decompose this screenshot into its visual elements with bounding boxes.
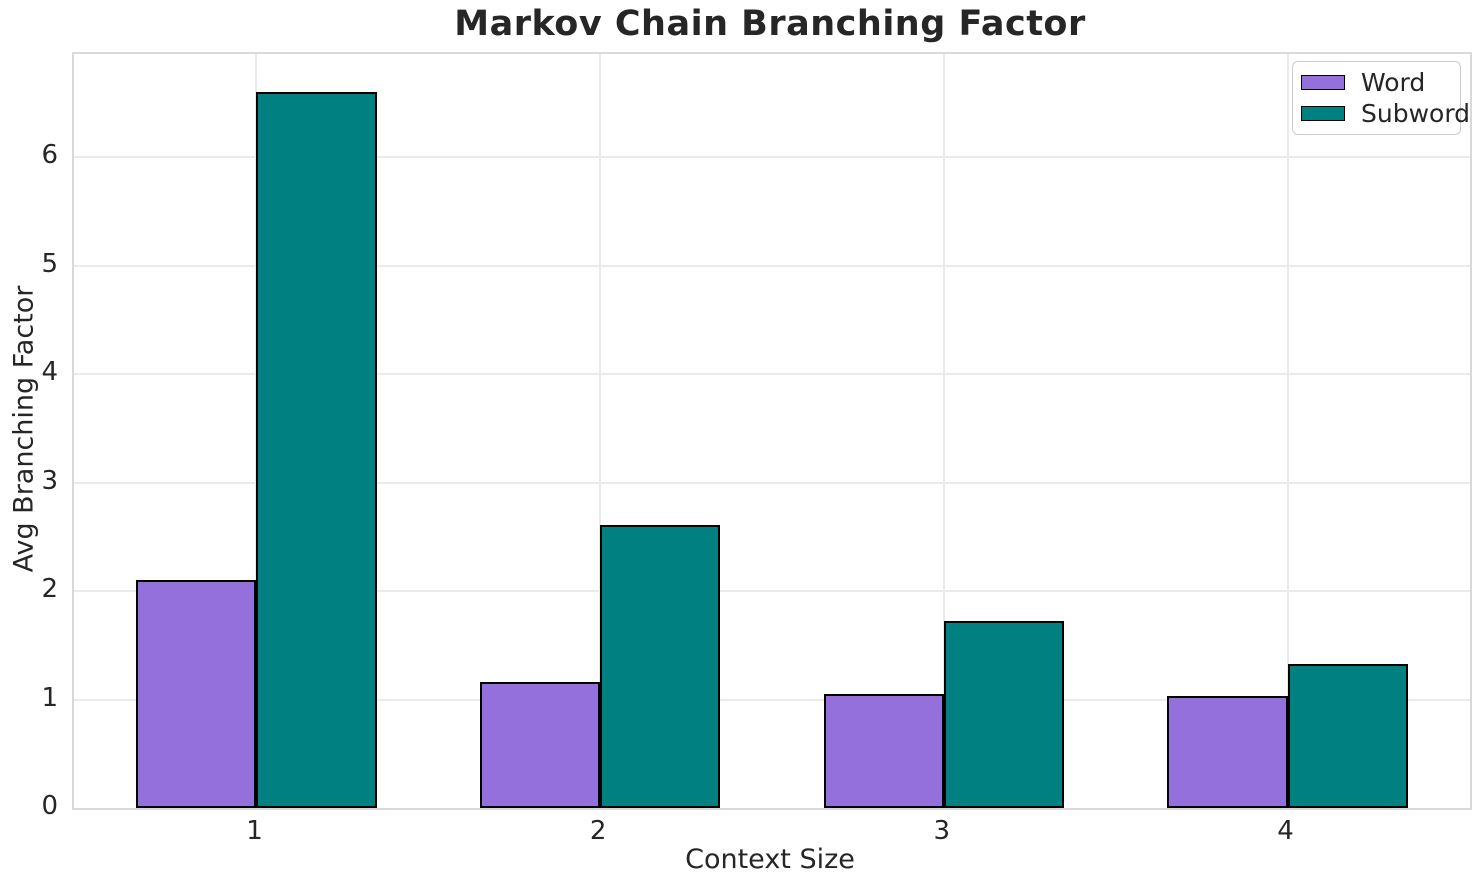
- h-gridline: [74, 590, 1470, 593]
- y-axis-label: Avg Branching Factor: [8, 285, 40, 573]
- bar-subword-1: [256, 91, 377, 808]
- bar-word-3: [823, 694, 944, 808]
- y-tick-label: 3: [41, 465, 58, 496]
- bar-subword-2: [600, 524, 721, 808]
- legend-label: Word: [1361, 68, 1426, 97]
- h-gridline: [74, 156, 1470, 159]
- v-gridline: [1286, 54, 1289, 808]
- plot-area: [72, 52, 1472, 810]
- x-tick-label: 2: [589, 816, 607, 846]
- bar-subword-3: [943, 621, 1065, 808]
- y-tick-label: 6: [41, 140, 58, 171]
- y-tick-label: 2: [41, 574, 58, 605]
- h-gridline: [74, 264, 1470, 267]
- legend-swatch-word: [1301, 75, 1345, 90]
- legend-swatch-subword: [1301, 106, 1345, 121]
- v-gridline: [599, 54, 602, 808]
- legend-item-subword: Subword: [1301, 99, 1470, 128]
- bar-word-4: [1167, 696, 1288, 808]
- y-tick-label: 4: [41, 357, 58, 388]
- x-axis-label: Context Size: [685, 844, 855, 875]
- bar-word-1: [136, 580, 257, 808]
- x-tick-label: 3: [933, 816, 951, 846]
- legend: Word Subword: [1292, 61, 1470, 135]
- chart-title: Markov Chain Branching Factor: [454, 4, 1086, 44]
- y-tick-label: 5: [41, 248, 58, 279]
- y-tick-label: 1: [41, 682, 58, 713]
- h-gridline: [74, 481, 1470, 484]
- v-gridline: [942, 54, 945, 808]
- y-tick-label: 0: [41, 791, 58, 821]
- bar-word-2: [479, 682, 601, 808]
- legend-label: Subword: [1361, 99, 1471, 128]
- bar-subword-4: [1287, 663, 1408, 808]
- x-tick-label: 1: [246, 816, 263, 846]
- h-gridline: [74, 373, 1470, 376]
- h-gridline: [74, 698, 1470, 701]
- x-tick-label: 4: [1277, 816, 1294, 846]
- legend-item-word: Word: [1301, 68, 1448, 97]
